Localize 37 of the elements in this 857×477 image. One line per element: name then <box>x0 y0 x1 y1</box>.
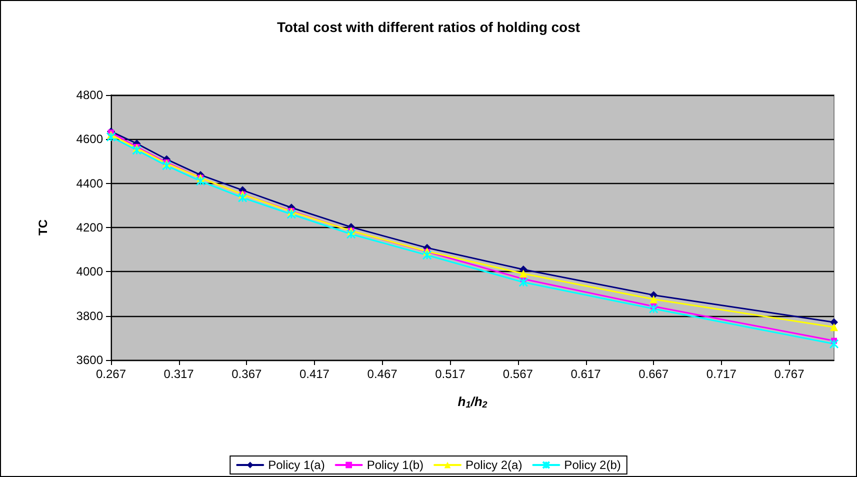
point <box>829 339 839 349</box>
chart-title: Total cost with different ratios of holding cost <box>276 19 580 35</box>
point <box>132 145 142 155</box>
point <box>648 304 658 314</box>
point <box>519 270 528 278</box>
point <box>422 250 432 260</box>
y-tick-label: 4000 <box>76 264 104 279</box>
point <box>650 295 658 304</box>
x-tick-label: 0.717 <box>706 367 737 381</box>
y-tick-label: 4600 <box>76 132 104 146</box>
point <box>196 176 206 186</box>
y-tick-label: 4800 <box>76 88 104 102</box>
point <box>286 210 296 219</box>
legend-label: Policy 1(a) <box>268 458 325 472</box>
x-tick-label: 0.567 <box>502 367 534 381</box>
x-tick-label: 0.417 <box>299 367 330 381</box>
y-tick-label: 4400 <box>76 176 104 190</box>
y-tick-label: 3600 <box>76 353 104 367</box>
point <box>162 160 172 170</box>
x-tick-label: 0.317 <box>164 367 194 381</box>
point <box>518 278 528 288</box>
point <box>238 192 248 202</box>
x-tick-label: 0.267 <box>96 367 126 381</box>
point <box>346 229 356 239</box>
x-tick-label: 0.767 <box>774 367 805 381</box>
legend-label: Policy 2(a) <box>466 458 522 472</box>
y-tick-label: 4200 <box>76 220 104 234</box>
y-tick-label: 3800 <box>76 308 104 323</box>
x-tick-label: 0.617 <box>570 367 602 381</box>
x-tick-label: 0.667 <box>638 367 669 381</box>
point <box>830 323 838 332</box>
y-axis-title: TC <box>36 219 50 236</box>
x-tick-label: 0.367 <box>232 367 262 381</box>
legend-label: Policy 1(b) <box>366 458 424 472</box>
legend-label: Policy 2(b) <box>564 458 621 472</box>
x-tick-label: 0.467 <box>367 367 398 381</box>
x-tick-label: 0.517 <box>435 367 466 381</box>
